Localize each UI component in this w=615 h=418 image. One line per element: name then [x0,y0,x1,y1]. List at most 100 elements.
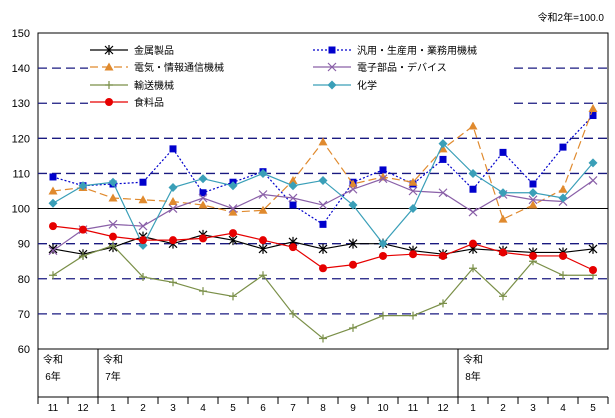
category-month: 4 [200,403,206,414]
category-month: 1 [470,403,476,414]
legend-swatch-marker [104,62,114,71]
data-point [168,182,178,192]
data-point [138,195,148,204]
data-point [289,243,297,252]
data-point [499,148,507,156]
data-point [559,143,567,151]
data-point [438,188,448,198]
data-point [558,184,568,193]
data-point [319,220,327,228]
category-month: 9 [350,403,356,414]
data-point [469,239,477,248]
legend-box [88,40,513,122]
data-point [469,264,477,273]
y-tick-label: 90 [18,239,30,251]
data-point [108,193,118,202]
legend-label: 化学 [357,79,377,92]
index-base-note: 令和2年=100.0 [538,11,605,24]
y-tick-label: 100 [12,204,30,216]
legend-item: 金属製品 [90,44,174,57]
series-5 [49,241,597,343]
y-tick-label: 120 [12,133,30,145]
data-point [258,243,268,254]
data-point [408,204,418,214]
data-point [48,186,58,195]
data-point [588,243,598,254]
data-point [588,158,598,168]
data-point [258,168,268,178]
data-point [318,175,328,185]
data-point [49,271,57,280]
data-point [468,121,478,130]
legend-swatch-marker [327,62,337,72]
data-point [49,222,57,231]
legend-label: 輸送機械 [134,79,174,92]
y-tick-label: 130 [12,98,30,110]
legend-item: 輸送機械 [90,79,174,92]
category-era: 令和 [103,353,123,366]
legend-item: 食料品 [90,96,164,109]
category-month: 4 [560,403,566,414]
data-point [138,221,148,231]
data-point [49,173,57,181]
data-point [199,189,207,197]
data-point [559,271,567,280]
data-point [348,179,358,188]
data-point [408,177,418,186]
data-point [228,181,238,191]
data-point [349,323,357,332]
y-tick-label: 80 [18,274,30,286]
data-point [378,172,388,181]
data-point [439,155,447,163]
data-point [378,174,388,184]
data-point [198,193,208,203]
data-point [318,137,328,146]
legend-swatch-marker [328,46,336,54]
y-tick-label: 150 [12,28,30,40]
data-point [378,239,388,249]
data-point [168,204,178,213]
category-era: 令和 [463,353,483,366]
data-point [169,236,177,245]
data-point [79,225,87,234]
data-point [349,260,357,269]
data-point [438,139,448,149]
category-month: 1 [110,403,116,414]
data-point [258,205,268,214]
data-point [498,188,508,198]
data-point [498,214,508,223]
data-point [468,207,478,217]
data-point [499,292,507,301]
data-point [139,178,147,186]
data-point [348,200,358,210]
data-point [468,168,478,178]
y-tick-label: 60 [18,344,30,356]
data-point [409,311,417,320]
data-point [348,238,358,249]
category-month: 3 [530,403,536,414]
category-month: 2 [500,403,506,414]
legend-label: 食料品 [134,96,164,109]
series-layer [48,103,598,343]
legend-label: 電気・情報通信機械 [134,61,224,74]
data-point [198,174,208,184]
legend-item: 電気・情報通信機械 [90,61,224,74]
legend-label: 電子部品・デバイス [357,61,447,74]
data-point [48,198,58,208]
data-point [439,299,447,308]
data-point [528,188,538,198]
legend-swatch-marker [327,80,337,90]
data-point [318,200,328,210]
data-point [259,236,267,245]
data-point [139,236,147,245]
data-point [228,204,238,213]
data-point [168,197,178,206]
data-point [588,103,598,112]
data-point [319,334,327,343]
category-era: 令和 [43,353,63,366]
data-point [559,251,567,260]
legend-swatch-marker [105,81,113,89]
data-point [528,200,538,209]
